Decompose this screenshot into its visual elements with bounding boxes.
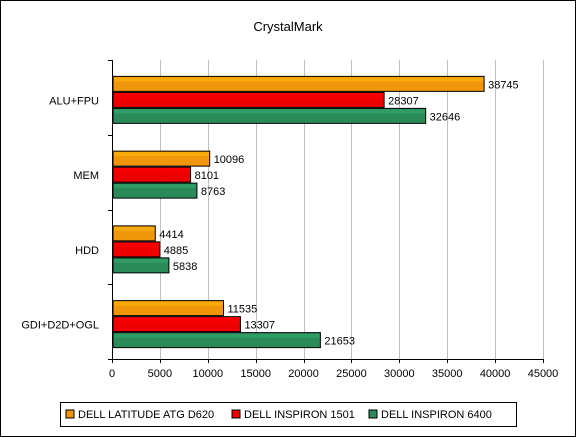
x-tick-label: 40000 bbox=[480, 368, 511, 380]
x-tick-label: 0 bbox=[109, 368, 115, 380]
category-label: HDD bbox=[75, 245, 99, 257]
x-tick-label: 25000 bbox=[336, 368, 367, 380]
value-label: 38745 bbox=[488, 79, 519, 91]
bar-highlight bbox=[114, 333, 320, 338]
bar-highlight bbox=[114, 317, 240, 322]
legend-swatch bbox=[65, 409, 75, 419]
x-tick-label: 20000 bbox=[288, 368, 319, 380]
bar-highlight bbox=[114, 168, 190, 173]
legend-label: DELL INSPIRON 6400 bbox=[381, 409, 492, 421]
value-label: 4885 bbox=[164, 245, 188, 257]
x-tick-label: 35000 bbox=[432, 368, 463, 380]
legend-label: DELL INSPIRON 1501 bbox=[244, 409, 355, 421]
axes: 0 5000 10000 15000 20000 25000 30000 35000 40000… bbox=[21, 60, 558, 380]
category-label: GDI+D2D+OGL bbox=[21, 320, 99, 332]
bar-highlight bbox=[114, 109, 425, 114]
value-label: 10096 bbox=[214, 154, 245, 166]
value-label: 21653 bbox=[324, 336, 355, 348]
value-label: 28307 bbox=[388, 95, 419, 107]
bar-highlight bbox=[114, 242, 159, 247]
bar-highlight bbox=[114, 258, 168, 263]
legend-label: DELL LATITUDE ATG D620 bbox=[78, 409, 214, 421]
bar-highlight bbox=[114, 152, 209, 157]
value-label: 13307 bbox=[244, 320, 275, 332]
x-tick-label: 5000 bbox=[148, 368, 172, 380]
legend: DELL LATITUDE ATG D620 DELL INSPIRON 1501… bbox=[60, 402, 517, 427]
bars: 38745 28307 32646 10096 8101 8763 4414 4885 5838… bbox=[112, 75, 519, 349]
value-label: 8101 bbox=[195, 170, 219, 182]
x-tick-label: 10000 bbox=[192, 368, 223, 380]
value-label: 32646 bbox=[430, 111, 461, 123]
legend-swatch bbox=[368, 409, 378, 419]
x-tick-label: 30000 bbox=[384, 368, 415, 380]
x-tick-label: 45000 bbox=[528, 368, 559, 380]
x-tick-label: 15000 bbox=[240, 368, 271, 380]
value-label: 4414 bbox=[159, 229, 183, 241]
legend-box bbox=[60, 402, 517, 427]
bar-highlight bbox=[114, 226, 155, 231]
bar-highlight bbox=[114, 93, 384, 98]
value-label: 11535 bbox=[227, 304, 257, 316]
category-label: ALU+FPU bbox=[49, 95, 99, 107]
chart-title: CrystalMark bbox=[253, 19, 323, 34]
value-label: 8763 bbox=[201, 186, 225, 198]
legend-swatch bbox=[231, 409, 241, 419]
bar-highlight bbox=[114, 184, 196, 189]
category-label: MEM bbox=[73, 170, 99, 182]
value-label: 5838 bbox=[173, 261, 197, 273]
bar-highlight bbox=[114, 77, 484, 82]
bar-highlight bbox=[114, 301, 223, 306]
